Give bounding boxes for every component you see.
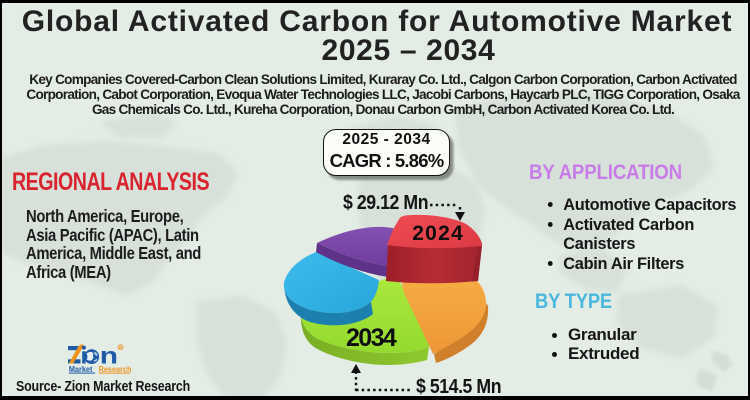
svg-text:R: R	[119, 345, 123, 350]
svg-text:n: n	[100, 344, 118, 368]
svg-text:Market: Market	[69, 364, 93, 374]
svg-text:Research: Research	[99, 364, 132, 374]
